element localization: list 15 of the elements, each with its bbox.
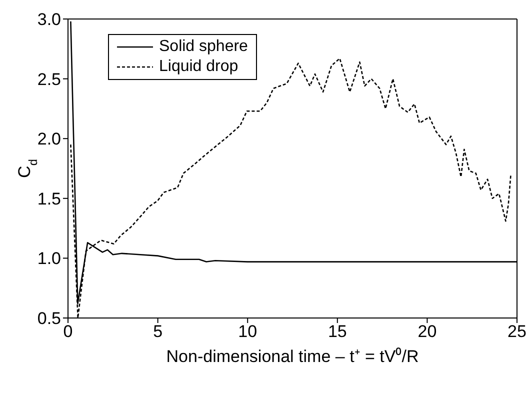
x-tick-label: 25 <box>508 322 526 342</box>
legend-label: Liquid drop <box>159 57 238 77</box>
legend-label: Solid sphere <box>159 37 248 57</box>
y-tick-label: 1.0 <box>37 249 61 268</box>
x-tick-label: 0 <box>63 322 73 342</box>
x-tick-label: 5 <box>153 322 163 342</box>
x-tick-label: 20 <box>418 322 437 342</box>
x-tick-label: 10 <box>238 322 258 342</box>
y-tick-label: 3.0 <box>37 10 61 30</box>
y-tick-label: 0.5 <box>37 309 61 328</box>
y-tick-label: 2.0 <box>37 130 61 149</box>
x-axis-title: Non-dimensional time – t⁺ = tV⁰/R <box>166 347 419 366</box>
x-tick-label: 15 <box>328 322 347 342</box>
y-tick-label: 1.5 <box>37 189 61 208</box>
y-tick-label: 2.5 <box>37 70 61 89</box>
